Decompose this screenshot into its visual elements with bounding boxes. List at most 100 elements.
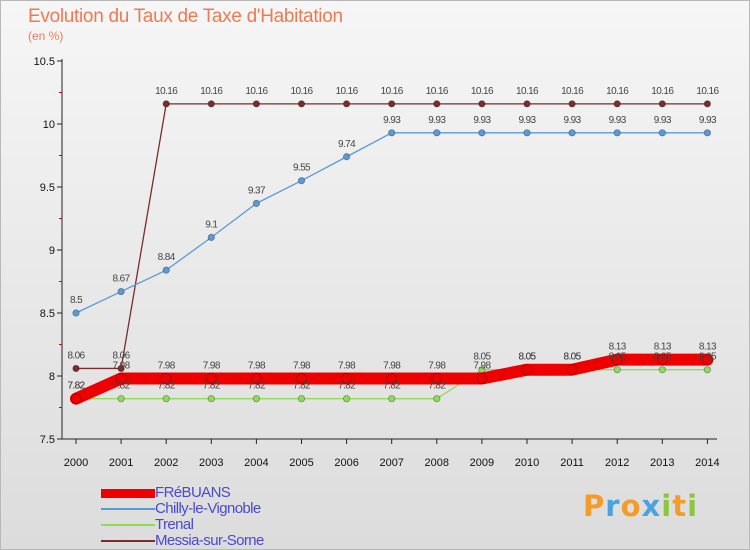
x-tick-label: 2013 (650, 457, 674, 469)
legend-swatch (101, 508, 155, 510)
legend-swatch (101, 524, 155, 526)
data-point (388, 100, 396, 108)
data-point (523, 100, 531, 108)
data-point (342, 153, 351, 161)
y-tick-label: 9 (49, 245, 55, 257)
data-label: 8.13 (609, 342, 627, 353)
data-label: 7.82 (338, 381, 356, 392)
legend-swatch (101, 540, 155, 542)
data-label: 7.98 (383, 361, 401, 372)
data-label: 7.82 (248, 381, 266, 392)
data-point (658, 129, 666, 137)
data-label: 8.05 (564, 352, 582, 363)
data-label: 7.82 (113, 381, 131, 392)
data-point (207, 233, 215, 241)
data-label: 10.16 (606, 86, 629, 97)
data-point (341, 373, 353, 384)
data-point (207, 100, 215, 108)
data-point (117, 287, 125, 296)
data-label: 9.93 (518, 115, 536, 126)
data-label: 8.05 (699, 352, 717, 363)
y-tick-label: 8.5 (40, 308, 55, 320)
data-label: 7.82 (383, 381, 401, 392)
data-point (388, 395, 396, 403)
data-point (250, 373, 262, 384)
data-label: 9.93 (699, 115, 717, 126)
x-tick-label: 2001 (109, 457, 133, 469)
logo-letter: i (661, 489, 673, 523)
data-label: 10.16 (426, 86, 449, 97)
data-label: 7.82 (158, 381, 176, 392)
data-label: 10.16 (471, 86, 494, 97)
data-point (611, 354, 623, 366)
data-label: 9.93 (654, 115, 672, 126)
x-tick-label: 2006 (334, 457, 358, 469)
data-label: 10.16 (381, 86, 404, 97)
x-tick-label: 2014 (695, 457, 719, 469)
data-label: 8.13 (699, 342, 717, 353)
data-point (431, 373, 443, 384)
logo-letter: o (620, 489, 642, 523)
data-point (566, 364, 578, 376)
data-label: 8.67 (113, 274, 131, 285)
series-line-messia-sur-sorne (75, 103, 709, 370)
data-point (252, 100, 260, 108)
data-point (342, 395, 351, 403)
data-label: 9.93 (473, 115, 491, 126)
data-point (117, 395, 125, 403)
data-label: 8.06 (67, 350, 85, 361)
data-point (297, 100, 306, 108)
data-label: 7.98 (203, 361, 221, 372)
data-point (613, 366, 621, 374)
x-tick-label: 2011 (560, 457, 584, 469)
series-line-chilly-le-vignoble (75, 132, 709, 314)
data-point (72, 364, 80, 373)
data-label: 7.98 (293, 361, 311, 372)
legend-label: FRéBUANS (155, 484, 231, 501)
data-label: 10.16 (561, 86, 584, 97)
data-point (658, 100, 666, 108)
data-label: 9.1 (205, 219, 218, 230)
data-point (205, 373, 217, 384)
proxiti-logo: Proxiti (583, 489, 698, 523)
logo-letter: i (687, 489, 699, 523)
data-point (70, 393, 82, 405)
data-label: 7.82 (428, 381, 446, 392)
data-point (115, 373, 127, 384)
data-point (252, 395, 260, 403)
data-label: 7.98 (473, 361, 491, 372)
x-tick-label: 2004 (244, 457, 268, 469)
data-label: 7.82 (67, 381, 85, 392)
data-label: 7.82 (293, 381, 311, 392)
data-point (521, 364, 533, 376)
data-point (162, 395, 170, 403)
data-label: 8.05 (654, 352, 672, 363)
data-label: 8.05 (564, 352, 582, 363)
legend-label: Chilly-le-Vignoble (155, 500, 261, 517)
data-label: 9.93 (383, 115, 401, 126)
data-point (478, 129, 486, 137)
data-point (703, 366, 712, 374)
x-tick-label: 2005 (289, 457, 313, 469)
data-label: 8.05 (609, 352, 627, 363)
chart-title: Evolution du Taux de Taxe d'Habitation (28, 6, 343, 27)
y-tick-label: 10 (43, 119, 55, 131)
x-tick-label: 2003 (199, 457, 223, 469)
legend-label: Trenal (155, 516, 194, 533)
y-tick-label: 9.5 (40, 182, 55, 194)
data-label: 9.37 (248, 185, 266, 196)
legend-label: Messia-sur-Sorne (155, 532, 264, 549)
data-point (478, 100, 486, 108)
data-label: 7.98 (338, 361, 356, 372)
chart-subtitle: (en %) (28, 29, 64, 43)
data-point (476, 373, 488, 384)
data-point (702, 354, 713, 366)
x-tick-label: 2010 (515, 457, 539, 469)
data-point (703, 100, 712, 108)
data-label: 8.05 (518, 352, 536, 363)
data-point (568, 100, 576, 108)
logo-letter: r (605, 489, 621, 523)
x-tick-label: 2007 (379, 457, 403, 469)
data-point (297, 177, 306, 185)
